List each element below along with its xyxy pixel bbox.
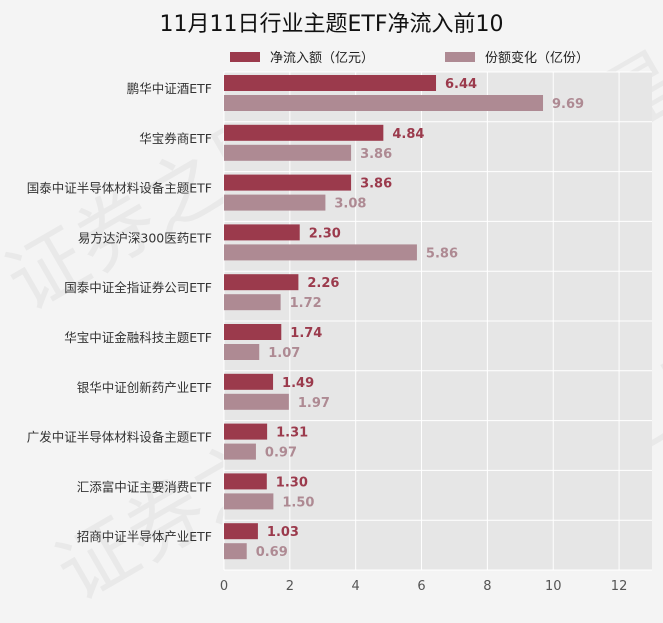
legend-swatch xyxy=(230,52,260,62)
data-label-share-change: 3.08 xyxy=(334,197,366,212)
data-label-share-change: 1.72 xyxy=(290,296,322,311)
bar-share-change xyxy=(224,244,417,261)
x-tick-label: 12 xyxy=(611,579,628,594)
data-label-net-inflow: 1.49 xyxy=(282,376,314,391)
data-label-net-inflow: 3.86 xyxy=(360,177,392,192)
data-label-net-inflow: 1.30 xyxy=(276,475,308,490)
bar-share-change xyxy=(224,443,256,460)
bar-net-inflow xyxy=(224,274,299,291)
data-label-net-inflow: 2.30 xyxy=(309,226,341,241)
bar-share-change xyxy=(224,95,544,111)
x-tick-label: 8 xyxy=(483,579,491,594)
data-label-share-change: 9.69 xyxy=(552,97,584,112)
x-tick-label: 4 xyxy=(352,579,360,594)
bar-net-inflow xyxy=(224,373,274,390)
data-label-share-change: 1.50 xyxy=(282,495,314,510)
bar-share-change xyxy=(224,344,260,360)
bar-net-inflow xyxy=(224,423,268,440)
legend-label: 份额变化（亿份） xyxy=(485,50,589,66)
data-label-share-change: 0.97 xyxy=(265,446,297,461)
category-label: 国泰中证全指证券公司ETF xyxy=(64,280,212,295)
bar-share-change xyxy=(224,194,326,211)
category-label: 汇添富中证主要消费ETF xyxy=(77,479,212,494)
data-label-share-change: 1.97 xyxy=(298,396,330,411)
bar-net-inflow xyxy=(224,75,437,91)
data-label-share-change: 3.86 xyxy=(360,147,392,162)
bar-net-inflow xyxy=(224,523,258,540)
category-label: 银华中证创新药产业ETF xyxy=(77,380,212,395)
bar-share-change xyxy=(224,393,289,410)
x-tick-label: 0 xyxy=(220,579,228,594)
data-label-net-inflow: 1.03 xyxy=(267,525,299,540)
category-label: 易方达沪深300医药ETF xyxy=(78,230,212,245)
category-label: 华宝券商ETF xyxy=(139,131,212,146)
legend-swatch xyxy=(445,52,475,62)
x-tick-label: 6 xyxy=(417,579,425,594)
data-label-net-inflow: 1.31 xyxy=(276,426,308,441)
bar-share-change xyxy=(224,543,247,560)
bar-net-inflow xyxy=(224,473,267,490)
bar-net-inflow xyxy=(224,124,384,141)
x-tick-label: 10 xyxy=(545,579,562,594)
data-label-net-inflow: 1.74 xyxy=(290,326,322,341)
category-label: 国泰中证半导体材料设备主题ETF xyxy=(27,181,212,196)
data-label-net-inflow: 4.84 xyxy=(392,127,424,142)
bar-net-inflow xyxy=(224,174,352,191)
legend-label: 净流入额（亿元） xyxy=(270,51,374,66)
bar-net-inflow xyxy=(224,324,282,340)
bar-net-inflow xyxy=(224,224,300,241)
bar-share-change xyxy=(224,144,352,161)
bar-share-change xyxy=(224,493,274,510)
data-label-net-inflow: 6.44 xyxy=(445,77,477,92)
data-label-share-change: 1.07 xyxy=(268,346,300,361)
category-label: 鹏华中证酒ETF xyxy=(127,81,212,96)
category-label: 招商中证半导体产业ETF xyxy=(77,529,212,544)
x-tick-label: 2 xyxy=(286,579,294,594)
category-label: 广发中证半导体材料设备主题ETF xyxy=(27,430,212,445)
chart-title: 11月11日行业主题ETF净流入前10 xyxy=(159,12,504,37)
data-label-share-change: 0.69 xyxy=(256,545,288,560)
category-label: 华宝中证金融科技主题ETF xyxy=(64,330,212,345)
data-label-net-inflow: 2.26 xyxy=(307,276,339,291)
bar-share-change xyxy=(224,294,281,311)
data-label-share-change: 5.86 xyxy=(426,246,458,261)
